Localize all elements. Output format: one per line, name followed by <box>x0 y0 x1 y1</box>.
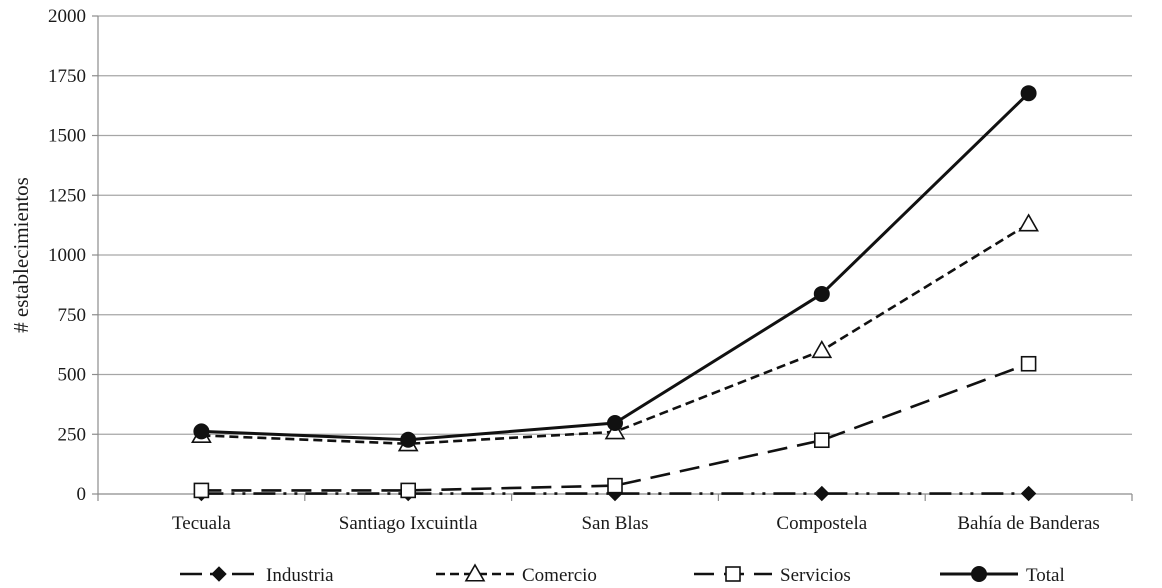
x-category-label: Santiago Ixcuintla <box>339 513 478 534</box>
legend-marker <box>211 566 227 582</box>
y-tick-label: 500 <box>58 365 87 386</box>
data-point-total <box>400 431 417 448</box>
legend: Industria Comercio Servicios Total <box>180 563 1065 586</box>
x-category-label: Tecuala <box>172 513 231 534</box>
y-tick-label: 1000 <box>48 245 86 266</box>
data-point-servicios <box>400 482 417 499</box>
y-tick-label: 1250 <box>48 185 86 206</box>
y-tick-label: 750 <box>58 305 87 326</box>
y-tick-label: 1750 <box>48 66 86 87</box>
legend-label: Comercio <box>522 565 597 586</box>
x-category-label: Bahía de Banderas <box>957 513 1099 534</box>
data-point-comercio <box>811 339 833 359</box>
y-tick-label: 2000 <box>48 6 86 27</box>
series-line-total <box>201 92 1030 442</box>
legend-item-industria: Industria <box>180 565 334 586</box>
series-line-servicios <box>201 362 1030 492</box>
data-point-total <box>813 285 830 302</box>
series-lines <box>191 85 1039 502</box>
y-tick-label: 1500 <box>48 126 86 147</box>
data-point-total <box>193 423 210 440</box>
legend-item-comercio: Comercio <box>436 563 597 586</box>
data-point-industria <box>1020 485 1037 502</box>
x-category-label: Compostela <box>776 513 867 534</box>
legend-marker <box>464 563 486 582</box>
x-category-label: San Blas <box>581 513 648 534</box>
legend-label: Industria <box>266 565 334 586</box>
legend-label: Total <box>1026 565 1065 586</box>
legend-marker <box>971 566 987 582</box>
data-point-servicios <box>607 477 623 494</box>
data-point-servicios <box>1020 355 1037 372</box>
x-category-labels: Tecuala Santiago Ixcuintla San Blas Compost… <box>172 513 1100 534</box>
data-point-industria <box>814 485 830 502</box>
y-tick-labels: 0 250 500 750 1000 1250 1500 1750 2000 <box>48 6 86 505</box>
y-axis-title: # establecimientos <box>9 177 33 333</box>
series-total <box>193 85 1037 448</box>
legend-item-total: Total <box>940 565 1065 586</box>
gridlines <box>98 15 1132 435</box>
y-tick-label: 250 <box>58 424 87 445</box>
data-point-total <box>1020 85 1037 102</box>
legend-item-servicios: Servicios <box>694 565 851 586</box>
data-point-comercio <box>1018 213 1039 232</box>
legend-marker <box>725 566 741 582</box>
y-tick-label: 0 <box>77 484 87 505</box>
series-servicios <box>193 355 1037 499</box>
legend-label: Servicios <box>780 565 851 586</box>
series-line-comercio <box>201 222 1030 446</box>
data-point-servicios <box>193 482 210 499</box>
data-point-servicios <box>813 432 830 449</box>
data-point-total <box>607 415 623 432</box>
